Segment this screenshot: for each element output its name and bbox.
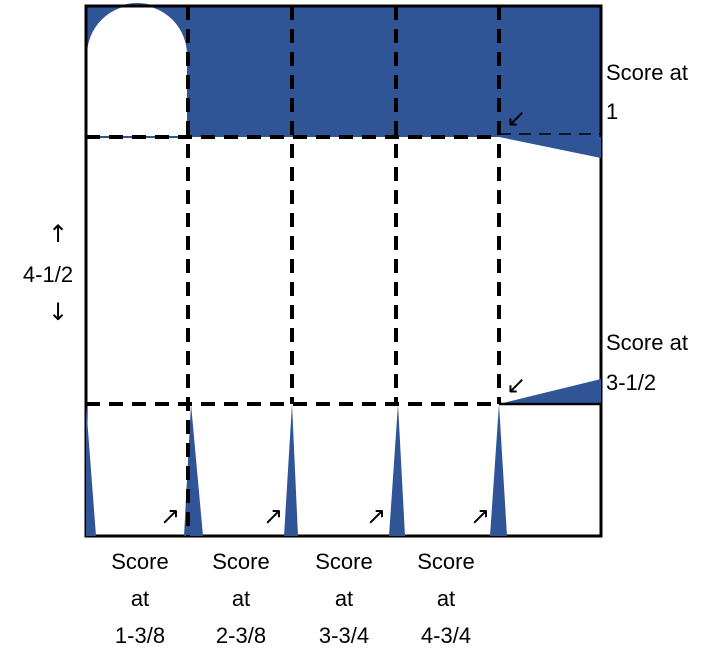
right-score-2-line1: Score at <box>606 330 688 355</box>
bottom-score-3-line3: 3-3/4 <box>319 623 369 648</box>
bottom-score-2-line3: 2-3/8 <box>216 623 266 648</box>
bottom-score-3-line1: Score <box>315 549 372 574</box>
right-score-2-line2: 3-1/2 <box>606 370 656 395</box>
score-wedge-right-1 <box>499 137 601 158</box>
score-wedge-right-2 <box>499 379 601 404</box>
dimension-arrow-down: ↓ <box>48 298 68 326</box>
right-score-1-line2: 1 <box>606 99 618 124</box>
bottom-score-3-line2: at <box>335 586 353 611</box>
bottom-score-2-line1: Score <box>212 549 269 574</box>
outer-frame <box>84 4 603 538</box>
bottom-score-2-arrow: ↗ <box>263 502 283 530</box>
right-score-1-arrow: ↙ <box>506 104 526 132</box>
right-score-1-line1: Score at <box>606 60 688 85</box>
right-score-2-arrow: ↙ <box>506 371 526 399</box>
score-wedge-bottom-4 <box>389 404 405 536</box>
score-wedge-bottom-3 <box>284 404 298 536</box>
bottom-score-4-line1: Score <box>417 549 474 574</box>
arch-cutout-icon <box>85 3 189 138</box>
bottom-score-4-line2: at <box>437 586 455 611</box>
score-wedge-bottom-5 <box>490 404 507 536</box>
bottom-score-1-line1: Score <box>111 549 168 574</box>
score-wedge-bottom-1 <box>86 404 96 536</box>
bottom-score-3-arrow: ↗ <box>366 502 386 530</box>
bottom-score-4-line3: 4-3/4 <box>421 623 471 648</box>
dimension-value: 4-1/2 <box>23 262 73 287</box>
dimension-arrow-up: ↑ <box>48 220 68 248</box>
bottom-score-1-line2: at <box>131 586 149 611</box>
bottom-score-2-line2: at <box>232 586 250 611</box>
bottom-score-1-line3: 1-3/8 <box>115 623 165 648</box>
bottom-score-1-arrow: ↗ <box>160 502 180 530</box>
bottom-score-4-arrow: ↗ <box>470 502 490 530</box>
